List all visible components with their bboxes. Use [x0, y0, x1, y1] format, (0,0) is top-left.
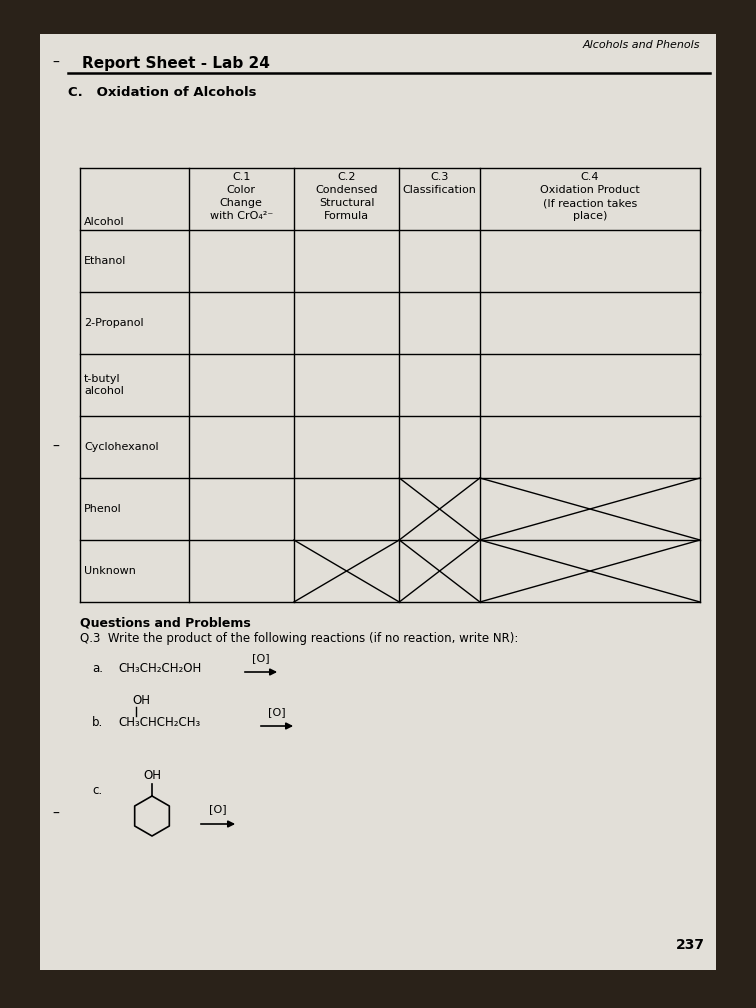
Text: Cyclohexanol: Cyclohexanol	[84, 442, 159, 452]
Text: c.: c.	[92, 784, 102, 797]
Text: Alcohols and Phenols: Alcohols and Phenols	[583, 40, 700, 50]
Text: Unknown: Unknown	[84, 566, 136, 576]
Text: Condensed: Condensed	[315, 185, 378, 195]
FancyBboxPatch shape	[40, 34, 716, 970]
Text: CH₃CH₂CH₂OH: CH₃CH₂CH₂OH	[118, 662, 201, 675]
Text: OH: OH	[143, 769, 161, 782]
Text: Report Sheet - Lab 24: Report Sheet - Lab 24	[82, 56, 270, 71]
Text: C.   Oxidation of Alcohols: C. Oxidation of Alcohols	[68, 86, 256, 99]
Text: Structural: Structural	[319, 198, 374, 208]
Text: (If reaction takes: (If reaction takes	[543, 198, 637, 208]
Text: Phenol: Phenol	[84, 504, 122, 514]
Text: CH₃CHCH₂CH₃: CH₃CHCH₂CH₃	[118, 716, 200, 729]
Text: C.1: C.1	[232, 172, 250, 182]
Text: –: –	[52, 440, 59, 454]
Text: Formula: Formula	[324, 211, 369, 221]
Text: Questions and Problems: Questions and Problems	[80, 616, 251, 629]
Text: Q.3  Write the product of the following reactions (if no reaction, write NR):: Q.3 Write the product of the following r…	[80, 632, 519, 645]
Text: –: –	[52, 56, 59, 70]
Text: C.2: C.2	[337, 172, 356, 182]
Text: Change: Change	[220, 198, 262, 208]
Text: a.: a.	[92, 662, 103, 675]
Text: [O]: [O]	[253, 653, 270, 663]
Text: [O]: [O]	[268, 707, 286, 717]
Text: Oxidation Product: Oxidation Product	[540, 185, 640, 195]
Text: Color: Color	[227, 185, 256, 195]
Text: t-butyl
alcohol: t-butyl alcohol	[84, 374, 124, 396]
Text: OH: OH	[132, 694, 150, 707]
Text: C.4: C.4	[581, 172, 600, 182]
Text: Alcohol: Alcohol	[84, 217, 125, 227]
Text: b.: b.	[92, 716, 104, 729]
Text: Ethanol: Ethanol	[84, 256, 126, 266]
Text: 2-Propanol: 2-Propanol	[84, 318, 144, 328]
Text: –: –	[52, 807, 59, 821]
Text: with CrO₄²⁻: with CrO₄²⁻	[209, 211, 273, 221]
Text: Classification: Classification	[403, 185, 476, 195]
Text: C.3: C.3	[430, 172, 449, 182]
Text: place): place)	[573, 211, 607, 221]
Text: 237: 237	[676, 938, 705, 952]
Text: [O]: [O]	[209, 804, 227, 814]
